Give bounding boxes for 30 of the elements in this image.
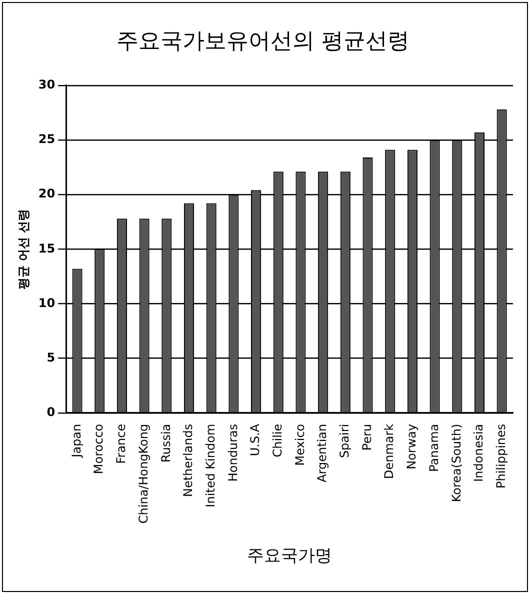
chart-title: 주요국가보유어선의 평균선령	[116, 28, 410, 54]
x-tick-label: Inited Kindom	[203, 424, 218, 508]
x-tick-label: Korea(South)	[449, 424, 464, 502]
y-tick-label: 30	[38, 78, 56, 92]
x-tick-label: U.S.A	[248, 423, 262, 456]
x-tick-label: Mexico	[292, 424, 307, 466]
x-tick-label: Panama	[426, 424, 441, 472]
x-tick-label: Philippines	[494, 424, 508, 489]
x-tick-label: China/HongKong	[136, 424, 150, 524]
x-tick-label: Argentian	[315, 424, 330, 482]
x-tick-label: Honduras	[226, 424, 240, 482]
x-tick-label: Denmark	[382, 424, 396, 480]
y-tick-label: 0	[46, 404, 56, 419]
x-tick-label: Japan	[69, 424, 84, 458]
x-tick-label: Indonesia	[472, 424, 486, 482]
x-tick-label: France	[114, 424, 128, 464]
y-tick-label: 20	[38, 186, 56, 201]
x-tick-label: Spairi	[338, 424, 352, 458]
y-tick-label: 5	[46, 350, 56, 364]
x-tick-label: Russia	[158, 424, 173, 462]
x-tick-label: Peru	[360, 424, 374, 451]
y-tick-label: 15	[38, 241, 56, 256]
y-tick-label: 25	[38, 132, 56, 146]
x-tick-label: Norway	[404, 424, 419, 470]
y-tick-label: 10	[38, 296, 56, 310]
x-tick-label: Netherlands	[181, 424, 196, 498]
y-axis-title: 평균 어선 선령	[16, 208, 30, 290]
x-tick-label: Morocco	[92, 424, 106, 474]
x-axis-title: 주요국가명	[247, 546, 332, 566]
x-tick-label: Chilie	[270, 424, 284, 458]
